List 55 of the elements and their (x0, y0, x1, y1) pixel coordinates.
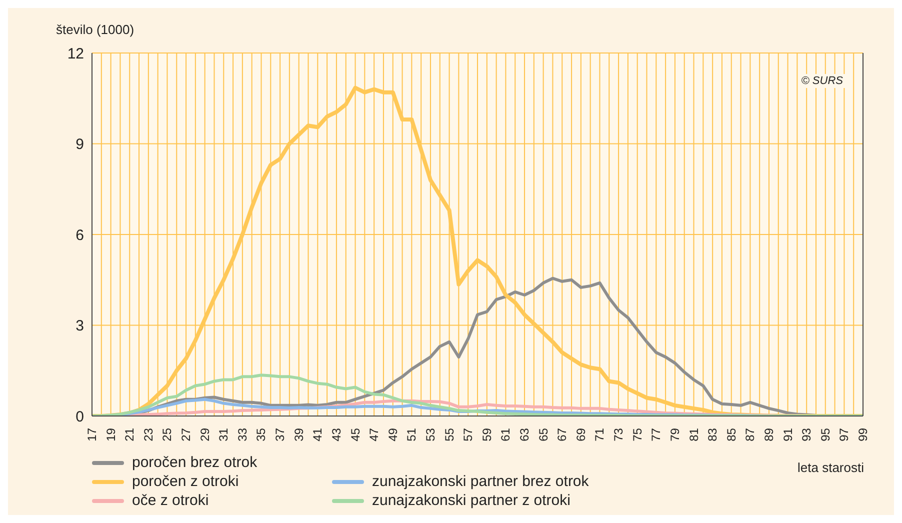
x-tick-label: 49 (386, 428, 400, 442)
y-tick-label: 12 (67, 45, 84, 62)
x-tick-label: 53 (423, 428, 438, 442)
x-tick-label: 65 (536, 428, 550, 442)
x-tick-label: 19 (104, 428, 118, 442)
x-tick-label: 59 (480, 428, 494, 442)
x-tick-label: 47 (367, 428, 382, 442)
x-tick-label: 31 (216, 428, 231, 442)
legend-label: zunajzakonski partner z otroki (372, 492, 570, 509)
x-tick-label: 21 (122, 428, 137, 442)
x-tick-label: 99 (856, 428, 870, 442)
x-tick-label: 75 (630, 428, 644, 442)
x-tick-label: 17 (85, 428, 99, 442)
x-tick-label: 61 (498, 428, 513, 442)
x-tick-label: 51 (404, 428, 419, 442)
x-tick-label: 45 (348, 428, 362, 442)
x-tick-label: 81 (686, 428, 701, 442)
y-tick-label: 0 (76, 408, 84, 426)
x-tick-label: 25 (160, 428, 174, 442)
x-tick-label: 95 (818, 428, 832, 442)
x-tick-label: 67 (555, 428, 570, 442)
x-tick-label: 71 (592, 428, 607, 442)
x-tick-label: 69 (574, 428, 588, 442)
legend-label: poročen z otroki (132, 473, 239, 490)
x-tick-label: 87 (743, 428, 758, 442)
x-tick-label: 57 (461, 428, 476, 442)
legend-label: oče z otroki (132, 492, 209, 509)
x-tick-label: 29 (198, 428, 212, 442)
x-tick-label: 83 (706, 428, 720, 442)
y-axis-title: število (1000) (56, 22, 134, 37)
x-tick-label: 43 (329, 428, 344, 442)
x-tick-label: 79 (668, 428, 682, 442)
x-tick-label: 91 (780, 428, 795, 442)
annotation: © SURS (798, 74, 846, 88)
legend-label: zunajzakonski partner brez otrok (372, 473, 589, 490)
x-tick-label: 23 (141, 428, 156, 442)
y-tick-label: 9 (76, 136, 84, 154)
x-tick-label: 35 (254, 428, 268, 442)
x-tick-label: 89 (762, 428, 776, 442)
x-tick-label: 33 (235, 428, 250, 442)
x-tick-label: 39 (292, 428, 306, 442)
y-tick-label: 3 (76, 318, 84, 335)
x-tick-label: 93 (800, 428, 814, 442)
x-tick-label: 77 (649, 428, 664, 442)
y-tick-label: 6 (76, 226, 84, 244)
x-axis-title: leta starosti (798, 460, 864, 475)
x-tick-label: 97 (837, 428, 852, 442)
x-tick-label: 41 (310, 428, 325, 442)
x-tick-label: 73 (612, 428, 626, 442)
legend-label: poročen brez otrok (132, 454, 258, 471)
x-tick-label: 27 (179, 428, 194, 442)
x-tick-label: 37 (273, 428, 288, 442)
x-tick-label: 63 (518, 428, 532, 442)
x-tick-label: 85 (724, 428, 738, 442)
x-tick-label: 55 (442, 428, 456, 442)
